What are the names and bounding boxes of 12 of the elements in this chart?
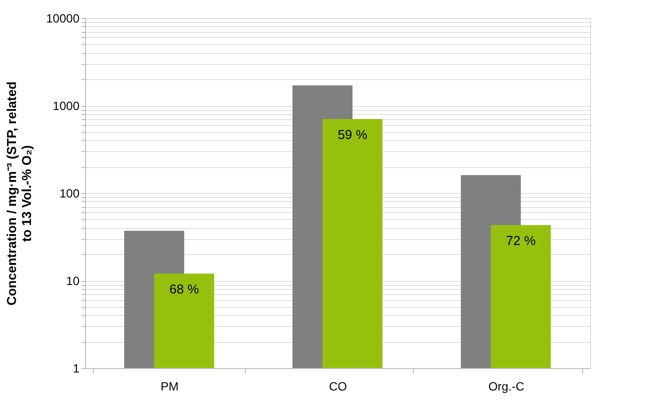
y-tick-label: 10 (66, 274, 80, 288)
annotation: 59 % (338, 127, 368, 142)
y-tick-label: 1000 (52, 99, 80, 113)
y-tick-label: 10000 (46, 12, 80, 26)
y-axis-title: Concentration / mg·m⁻³ (STP, related to 13 Vol.-% O₂) (4, 81, 34, 306)
annotation: 68 % (169, 282, 200, 297)
annotation: 72 % (506, 233, 536, 248)
x-tick-label: CO (329, 380, 347, 394)
x-tick-label: PM (160, 380, 179, 394)
y-tick-label: 1 (72, 362, 80, 376)
x-tick-label: Org.-C (488, 380, 525, 394)
y-tick-label: 100 (59, 186, 80, 200)
